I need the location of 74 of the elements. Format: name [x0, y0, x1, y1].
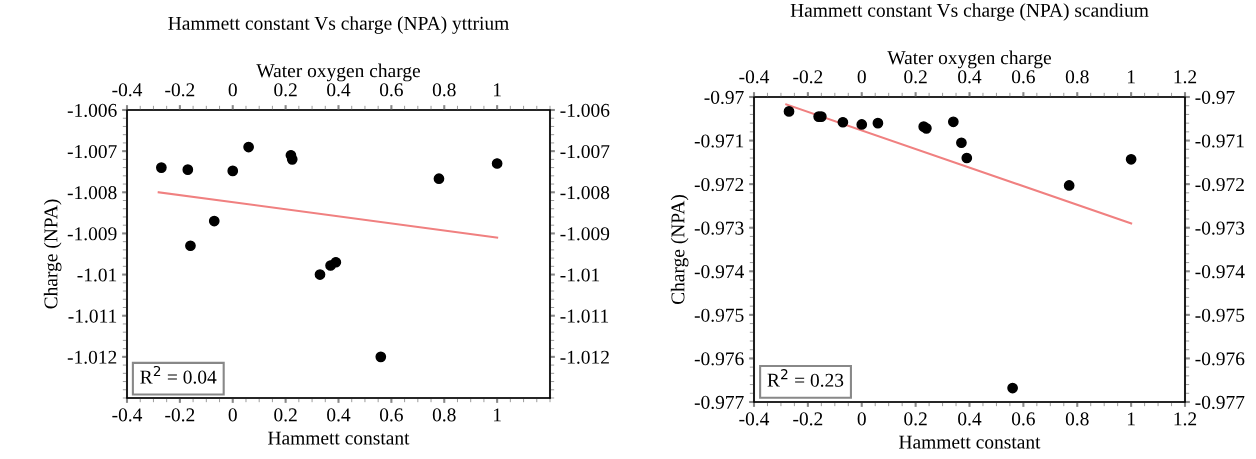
annotation: R$^{2}$ = 0.04 — [140, 365, 217, 384]
x2-tick-label: 1 — [493, 83, 501, 97]
x-tick-label: 1.2 — [1174, 412, 1197, 426]
x2-tick-label: 0.8 — [1065, 70, 1089, 84]
y-tick-label: -1.006 — [67, 103, 117, 118]
x2-tick-label: 1.2 — [1174, 70, 1197, 84]
y-tick-label: -1.011 — [68, 309, 117, 323]
x-tick-label: 0.4 — [958, 412, 982, 426]
y2-tick-label: -0.971 — [1195, 134, 1244, 148]
x2-axis-title: Water oxygen charge — [887, 50, 1052, 69]
x-axis-title: Hammett constant — [268, 431, 410, 445]
x-tick-label: 0 — [857, 412, 866, 426]
x2-tick-label: 1 — [1127, 70, 1135, 84]
x2-tick-label: 0.4 — [958, 70, 982, 84]
y-tick-label: -1.01 — [77, 268, 117, 282]
x2-tick-label: -0.4 — [112, 83, 143, 97]
x2-tick-label: 0 — [857, 70, 866, 84]
x-tick-label: 0.6 — [379, 408, 403, 422]
y2-tick-label: -1.008 — [560, 186, 610, 200]
x2-tick-label: 0.4 — [327, 83, 351, 97]
x2-tick-label: 0.6 — [1011, 70, 1035, 84]
y-tick-label: -0.974 — [694, 265, 744, 279]
x-tick-label: 1 — [1127, 412, 1135, 426]
x-tick-label: 0.8 — [1065, 412, 1089, 426]
x-tick-label: -0.4 — [739, 412, 770, 426]
x2-tick-label: 0 — [228, 83, 237, 97]
x2-tick-label: -0.2 — [793, 70, 823, 84]
x2-tick-label: 0.2 — [904, 70, 927, 84]
y-tick-label: -0.976 — [694, 352, 744, 366]
y2-tick-label: -0.97 — [1195, 90, 1235, 105]
x2-axis-title: Water oxygen charge — [256, 63, 421, 82]
y-axis-title: Charge (NPA) — [43, 199, 62, 309]
chart-title: Hammett constant Vs charge (NPA) yttrium — [168, 16, 509, 34]
y-tick-label: -0.975 — [694, 308, 744, 322]
y2-tick-label: -0.975 — [1195, 308, 1245, 322]
y2-tick-label: -1.012 — [560, 350, 609, 364]
y-tick-label: -1.009 — [67, 227, 117, 241]
x-tick-label: 0.6 — [1011, 412, 1035, 426]
annotation: R$^{2}$ = 0.23 — [767, 369, 844, 387]
y-tick-label: -1.012 — [67, 350, 117, 364]
x2-tick-label: 0.8 — [432, 83, 456, 97]
x-axis-title: Hammett constant — [899, 435, 1041, 449]
y2-tick-label: -1.009 — [560, 227, 610, 241]
y2-tick-label: -1.006 — [560, 103, 610, 118]
y-tick-label: -1.007 — [67, 144, 117, 159]
y2-tick-label: -1.007 — [560, 144, 610, 159]
y-tick-label: -0.973 — [694, 221, 744, 235]
x2-tick-label: -0.2 — [165, 83, 195, 97]
x-tick-label: 0.2 — [904, 412, 927, 426]
x2-tick-label: 0.6 — [379, 83, 403, 97]
x2-tick-label: 0.2 — [274, 83, 297, 97]
x-tick-label: 1 — [493, 408, 501, 422]
x-tick-label: 0.4 — [327, 408, 351, 422]
y-tick-label: -0.97 — [704, 90, 744, 105]
x2-tick-label: -0.4 — [739, 70, 770, 84]
x-tick-label: -0.4 — [112, 408, 143, 422]
y2-tick-label: -0.974 — [1195, 265, 1245, 279]
chart-title: Hammett constant Vs charge (NPA) scandium — [790, 3, 1149, 21]
y-tick-label: -0.977 — [694, 395, 744, 410]
y2-tick-label: -0.973 — [1195, 221, 1245, 235]
x-tick-label: 0.2 — [274, 408, 297, 422]
y-tick-label: -0.972 — [694, 177, 744, 192]
x-tick-label: -0.2 — [165, 408, 195, 422]
y2-tick-label: -0.976 — [1195, 352, 1245, 366]
y2-tick-label: -1.011 — [560, 309, 609, 323]
x-tick-label: -0.2 — [793, 412, 823, 426]
x-tick-label: 0 — [228, 408, 237, 422]
y2-tick-label: -1.01 — [560, 268, 600, 282]
y2-tick-label: -0.972 — [1195, 177, 1244, 192]
y2-tick-label: -0.977 — [1195, 395, 1245, 410]
x-tick-label: 0.8 — [432, 408, 456, 422]
y-axis-title: Charge (NPA) — [670, 194, 689, 305]
y-tick-label: -1.008 — [67, 186, 117, 200]
y-tick-label: -0.971 — [694, 134, 744, 148]
